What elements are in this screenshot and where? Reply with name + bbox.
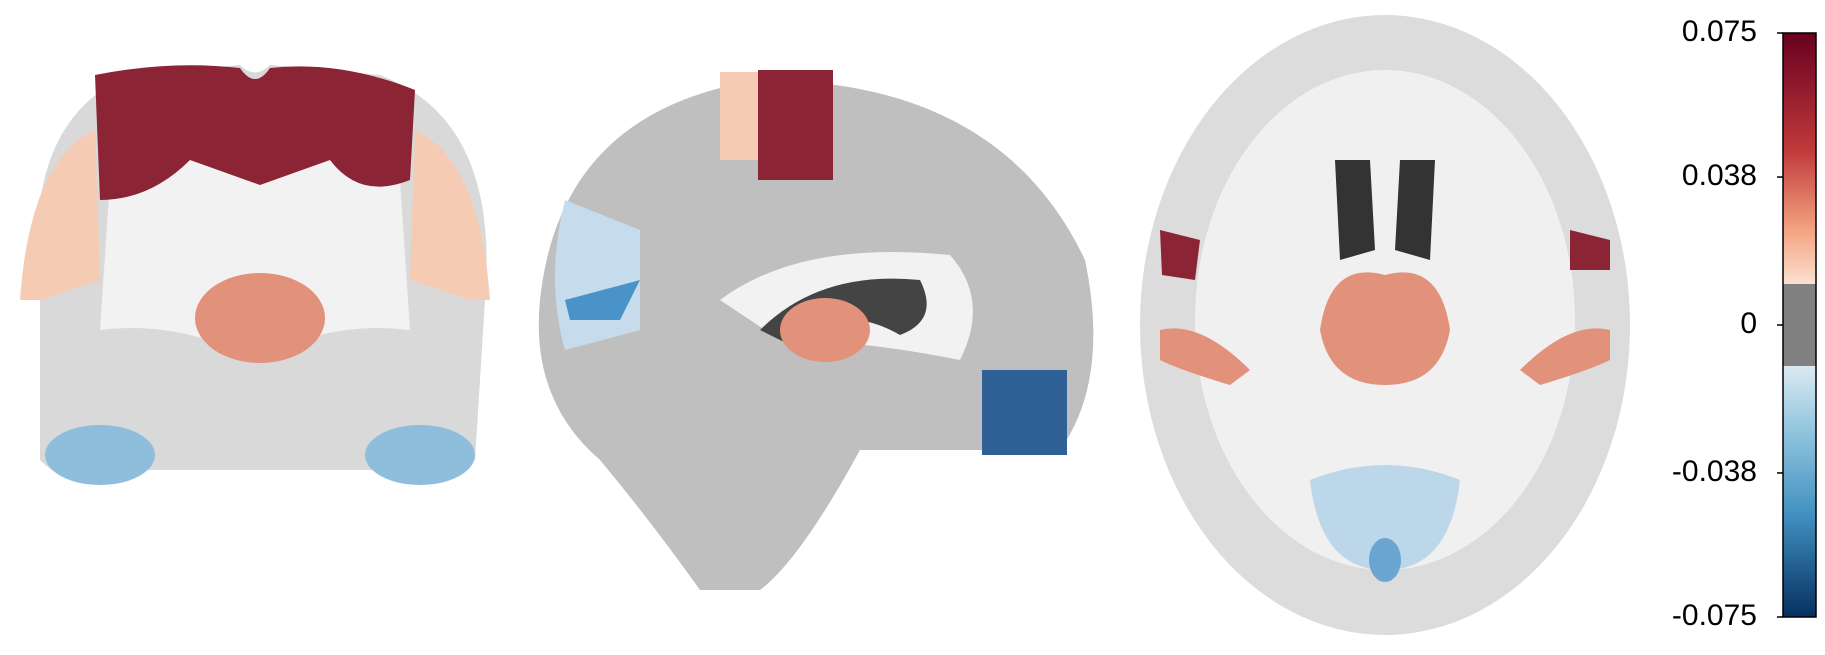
colorbar-tick-label: 0.075 (1682, 15, 1757, 48)
colorbar-tick-label: -0.038 (1672, 455, 1757, 488)
axial-slice (1140, 15, 1630, 635)
sagittal-slice (538, 70, 1094, 590)
colorbar-tick-label: -0.075 (1672, 599, 1757, 632)
coronal-slice (20, 65, 490, 485)
colorbar (1782, 32, 1817, 618)
colorbar-tick-label: 0.038 (1682, 159, 1757, 192)
colorbar-tick-label: 0 (1740, 307, 1757, 340)
